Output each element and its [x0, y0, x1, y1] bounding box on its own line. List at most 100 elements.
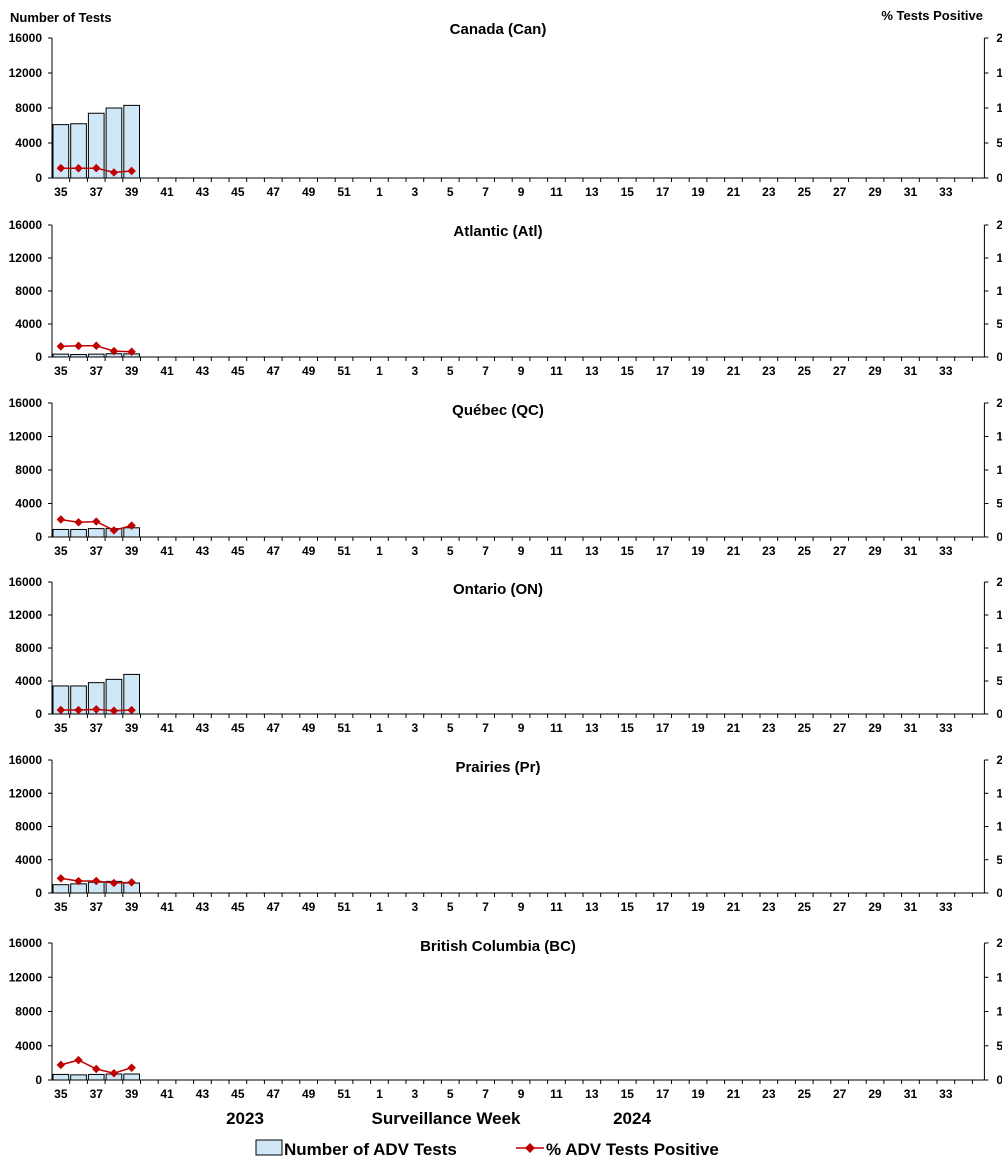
x-tick-label: 39: [125, 1087, 139, 1101]
x-tick-label: 23: [762, 900, 776, 914]
line-point: [92, 341, 101, 350]
y-right-tick-label: 20: [996, 575, 1002, 589]
y-left-tick-label: 4000: [15, 853, 42, 867]
x-tick-label: 13: [585, 544, 599, 558]
x-tick-label: 17: [656, 185, 670, 199]
right-axis-title: % Tests Positive: [881, 8, 983, 23]
x-tick-label: 9: [518, 1087, 525, 1101]
x-tick-label: 9: [518, 721, 525, 735]
line-point: [127, 347, 136, 356]
x-tick-label: 29: [868, 544, 882, 558]
x-tick-label: 51: [337, 721, 351, 735]
legend-line-label: % ADV Tests Positive: [546, 1140, 719, 1159]
line-point: [92, 517, 101, 526]
bar: [52, 1073, 70, 1081]
x-tick-label: 49: [302, 185, 316, 199]
line-point: [109, 346, 119, 356]
x-tick-label: 45: [231, 185, 245, 199]
y-right-tick-label: 10: [996, 820, 1002, 834]
bar: [87, 112, 105, 179]
x-tick-label: 45: [231, 544, 245, 558]
x-tick-label: 25: [798, 1087, 812, 1101]
y-right-tick-label: 0: [996, 1073, 1002, 1087]
x-tick-label: 47: [267, 900, 281, 914]
x-tick-label: 1: [376, 1087, 383, 1101]
x-tick-label: 43: [196, 1087, 210, 1101]
x-tick-label: 5: [447, 364, 454, 378]
y-left-tick-label: 16000: [9, 396, 43, 410]
x-tick-label: 25: [798, 900, 812, 914]
x-tick-label: 41: [160, 544, 174, 558]
x-tick-label: 35: [54, 721, 68, 735]
x-tick-label: 21: [727, 900, 741, 914]
bar: [52, 124, 70, 179]
bar: [87, 1073, 105, 1081]
line-point: [74, 163, 83, 173]
x-tick-label: 37: [90, 1087, 104, 1101]
x-tick-label: 15: [621, 900, 635, 914]
x-tick-label: 39: [125, 544, 139, 558]
x-tick-label: 43: [196, 900, 210, 914]
y-right-tick-label: 20: [996, 396, 1002, 410]
x-tick-label: 37: [90, 544, 104, 558]
y-right-tick-label: 5: [996, 317, 1002, 331]
y-left-tick-label: 0: [35, 1073, 42, 1087]
chart-title: Prairies (Pr): [455, 759, 540, 776]
x-tick-label: 35: [54, 364, 68, 378]
y-right-tick-label: 0: [996, 707, 1002, 721]
x-tick-label: 19: [691, 364, 705, 378]
bar: [87, 682, 105, 715]
x-tick-label: 23: [762, 1087, 776, 1101]
y-right-tick-label: 15: [996, 251, 1002, 265]
x-tick-label: 29: [868, 185, 882, 199]
line-point: [56, 515, 66, 524]
x-tick-label: 47: [267, 185, 281, 199]
x-tick-label: 9: [518, 364, 525, 378]
line-point: [56, 342, 66, 351]
x-tick-label: 51: [337, 544, 351, 558]
x-tick-label: 49: [302, 1087, 316, 1101]
x-tick-label: 1: [376, 364, 383, 378]
x-tick-label: 51: [337, 1087, 351, 1101]
line-point: [74, 1055, 83, 1065]
y-left-tick-label: 8000: [15, 284, 42, 298]
x-tick-label: 21: [727, 185, 741, 199]
x-tick-label: 3: [412, 721, 419, 735]
x-tick-label: 11: [550, 1087, 563, 1101]
year-label-2023: 2023: [226, 1109, 264, 1128]
y-left-tick-label: 4000: [15, 136, 42, 150]
y-right-tick-label: 0: [996, 886, 1002, 900]
x-tick-label: 23: [762, 721, 776, 735]
y-left-tick-label: 8000: [15, 641, 42, 655]
x-tick-label: 15: [621, 1087, 635, 1101]
y-right-tick-label: 5: [996, 674, 1002, 688]
x-tick-label: 43: [196, 544, 210, 558]
chart-title: Ontario (ON): [453, 581, 543, 598]
x-tick-label: 51: [337, 185, 351, 199]
x-tick-label: 17: [656, 544, 670, 558]
y-left-tick-label: 0: [35, 350, 42, 364]
line-point: [74, 341, 83, 351]
x-tick-label: 27: [833, 185, 847, 199]
y-right-tick-label: 20: [996, 753, 1002, 767]
chart-title: Canada (Can): [450, 21, 547, 38]
x-tick-label: 3: [412, 1087, 419, 1101]
legend-bar-label: Number of ADV Tests: [284, 1140, 457, 1159]
x-tick-label: 37: [90, 721, 104, 735]
y-left-tick-label: 4000: [15, 317, 42, 331]
x-tick-label: 7: [482, 721, 489, 735]
x-tick-label: 31: [904, 185, 918, 199]
x-tick-label: 1: [376, 721, 383, 735]
x-tick-label: 49: [302, 900, 316, 914]
x-tick-label: 35: [54, 1087, 68, 1101]
line-point: [92, 163, 101, 173]
x-axis-title: Surveillance Week: [372, 1109, 522, 1128]
line-point: [74, 518, 83, 527]
x-tick-label: 41: [160, 900, 174, 914]
x-tick-label: 39: [125, 364, 139, 378]
x-tick-label: 21: [727, 544, 741, 558]
y-left-tick-label: 0: [35, 886, 42, 900]
x-tick-label: 41: [160, 1087, 174, 1101]
x-tick-label: 39: [125, 185, 139, 199]
